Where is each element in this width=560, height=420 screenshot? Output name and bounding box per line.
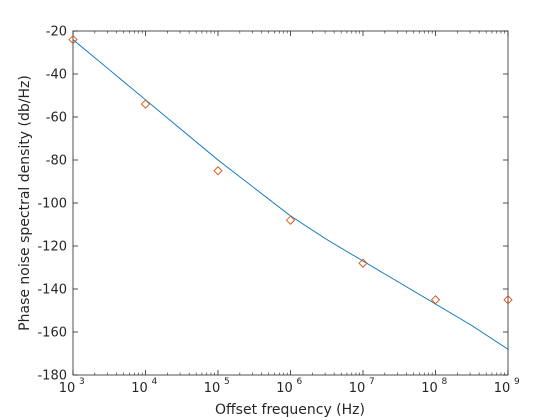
x-tick-label: 10 — [276, 381, 293, 396]
x-tick-exponent: 3 — [79, 377, 85, 387]
y-tick-label: -40 — [46, 68, 67, 83]
y-tick-label: -100 — [37, 197, 67, 212]
x-tick-label: 10 — [421, 381, 438, 396]
data-point-marker — [213, 166, 223, 176]
y-tick-label: -160 — [37, 326, 67, 341]
x-tick-label: 10 — [349, 381, 366, 396]
data-point-marker — [285, 215, 296, 225]
x-tick-exponent: 8 — [442, 377, 448, 387]
y-tick-label: -140 — [37, 283, 67, 298]
data-point-marker — [358, 258, 368, 268]
x-tick-exponent: 4 — [152, 377, 158, 387]
data-point-marker — [68, 34, 78, 45]
y-tick-label: -180 — [37, 369, 67, 384]
y-tick-label: -20 — [46, 25, 67, 40]
y-tick-label: -80 — [46, 154, 67, 169]
fit-line — [72, 39, 509, 350]
y-axis-title: Phase noise spectral density (db/Hz) — [17, 75, 33, 331]
x-tick-exponent: 7 — [369, 377, 375, 387]
x-tick-label: 10 — [131, 381, 148, 396]
y-tick-label: -60 — [46, 111, 67, 126]
x-tick-exponent: 6 — [297, 377, 303, 387]
axes-box — [72, 30, 509, 376]
x-tick-exponent: 5 — [224, 377, 230, 387]
x-tick-exponent: 9 — [514, 377, 520, 387]
x-tick-label: 10 — [494, 381, 511, 396]
data-point-marker — [503, 295, 513, 305]
x-tick-label: 10 — [59, 381, 76, 396]
data-point-marker — [140, 99, 151, 109]
x-axis-title: Offset frequency (Hz) — [215, 402, 365, 418]
x-tick-label: 10 — [204, 381, 221, 396]
y-tick-label: -120 — [37, 240, 67, 255]
data-point-marker — [430, 295, 441, 305]
